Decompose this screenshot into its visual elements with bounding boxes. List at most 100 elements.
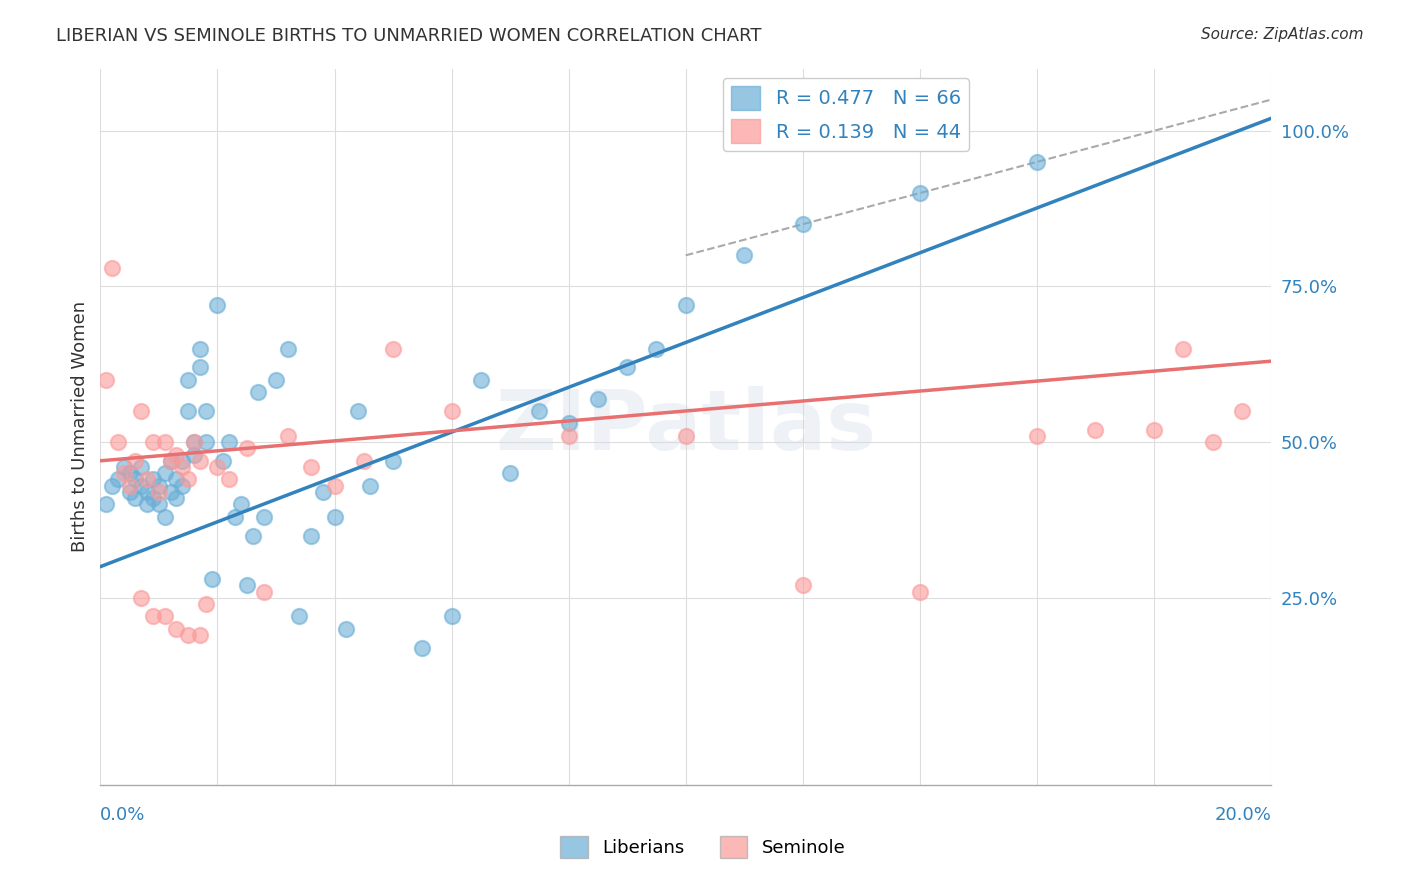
Point: [165, 622, 187, 636]
Point: [183, 435, 205, 450]
Point: [411, 640, 433, 655]
Point: [188, 342, 211, 356]
Point: [172, 460, 194, 475]
Point: [382, 454, 405, 468]
Point: [229, 497, 252, 511]
Point: [136, 484, 159, 499]
Point: [253, 584, 276, 599]
Point: [212, 454, 235, 468]
Point: [142, 473, 165, 487]
Point: [183, 448, 205, 462]
Point: [675, 298, 697, 312]
Text: 20.0%: 20.0%: [1215, 806, 1271, 824]
Point: [177, 473, 200, 487]
Point: [153, 467, 176, 481]
Point: [557, 417, 579, 431]
Point: [142, 609, 165, 624]
Point: [112, 460, 135, 475]
Point: [159, 454, 181, 468]
Point: [131, 591, 153, 605]
Point: [359, 479, 381, 493]
Point: [1201, 435, 1223, 450]
Point: [177, 404, 200, 418]
Point: [159, 484, 181, 499]
Point: [792, 217, 814, 231]
Point: [153, 435, 176, 450]
Point: [440, 609, 463, 624]
Point: [277, 342, 299, 356]
Point: [1084, 423, 1107, 437]
Point: [224, 509, 246, 524]
Point: [235, 442, 257, 456]
Point: [188, 454, 211, 468]
Text: ZIPatlas: ZIPatlas: [495, 386, 876, 467]
Point: [136, 497, 159, 511]
Point: [353, 454, 375, 468]
Point: [288, 609, 311, 624]
Point: [235, 578, 257, 592]
Point: [101, 260, 124, 275]
Point: [124, 491, 146, 505]
Point: [277, 429, 299, 443]
Point: [177, 373, 200, 387]
Point: [165, 448, 187, 462]
Point: [675, 429, 697, 443]
Point: [124, 473, 146, 487]
Point: [131, 460, 153, 475]
Point: [101, 479, 124, 493]
Point: [153, 609, 176, 624]
Point: [183, 435, 205, 450]
Point: [153, 509, 176, 524]
Point: [194, 404, 217, 418]
Point: [253, 509, 276, 524]
Point: [347, 404, 370, 418]
Point: [112, 467, 135, 481]
Point: [131, 404, 153, 418]
Point: [148, 497, 170, 511]
Point: [1026, 155, 1049, 169]
Point: [792, 578, 814, 592]
Point: [177, 628, 200, 642]
Point: [264, 373, 287, 387]
Point: [1026, 429, 1049, 443]
Point: [194, 435, 217, 450]
Point: [1173, 342, 1195, 356]
Point: [645, 342, 668, 356]
Point: [299, 528, 322, 542]
Point: [207, 298, 229, 312]
Point: [908, 584, 931, 599]
Point: [107, 473, 129, 487]
Point: [165, 491, 187, 505]
Point: [440, 404, 463, 418]
Point: [218, 435, 240, 450]
Point: [908, 186, 931, 200]
Point: [335, 622, 357, 636]
Point: [188, 628, 211, 642]
Point: [96, 373, 118, 387]
Point: [172, 479, 194, 493]
Point: [557, 429, 579, 443]
Point: [142, 435, 165, 450]
Legend: R = 0.477   N = 66, R = 0.139   N = 44: R = 0.477 N = 66, R = 0.139 N = 44: [723, 78, 969, 151]
Point: [312, 484, 335, 499]
Point: [1230, 404, 1253, 418]
Point: [148, 479, 170, 493]
Point: [159, 454, 181, 468]
Text: Source: ZipAtlas.com: Source: ZipAtlas.com: [1201, 27, 1364, 42]
Point: [136, 473, 159, 487]
Point: [148, 484, 170, 499]
Point: [323, 479, 346, 493]
Point: [586, 392, 609, 406]
Point: [529, 404, 551, 418]
Point: [299, 460, 322, 475]
Point: [242, 528, 264, 542]
Point: [96, 497, 118, 511]
Point: [165, 473, 187, 487]
Point: [218, 473, 240, 487]
Point: [118, 484, 141, 499]
Legend: Liberians, Seminole: Liberians, Seminole: [553, 829, 853, 865]
Text: LIBERIAN VS SEMINOLE BIRTHS TO UNMARRIED WOMEN CORRELATION CHART: LIBERIAN VS SEMINOLE BIRTHS TO UNMARRIED…: [56, 27, 762, 45]
Point: [733, 248, 755, 262]
Point: [107, 435, 129, 450]
Point: [499, 467, 522, 481]
